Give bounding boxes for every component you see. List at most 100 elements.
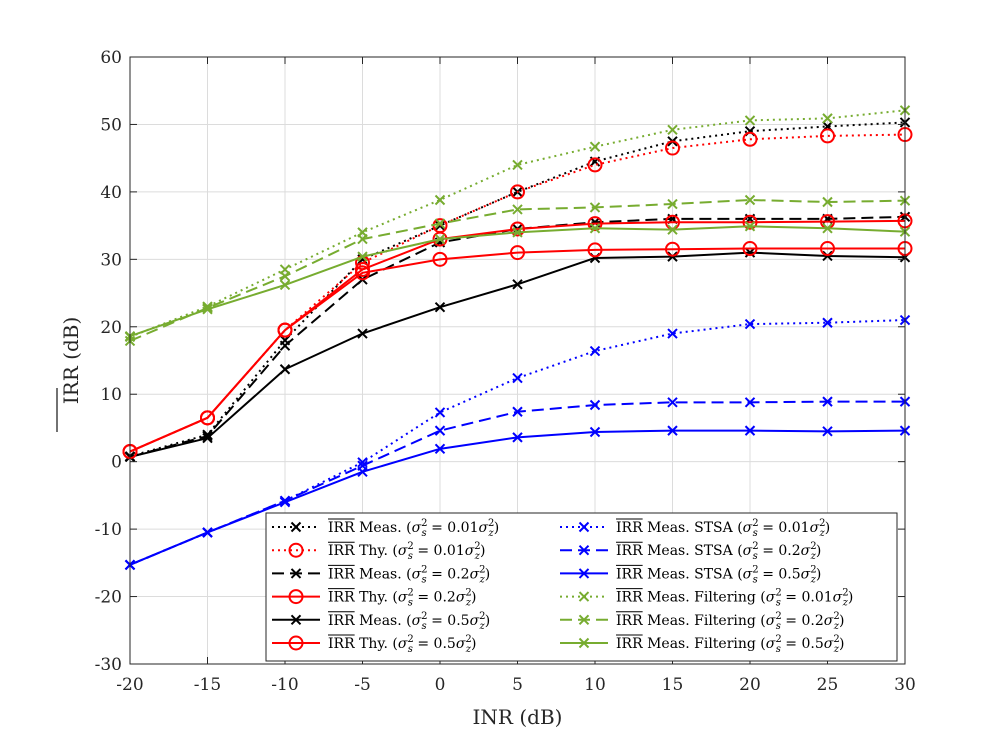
legend-sigma-s: σ (743, 566, 753, 582)
legend-sigma-z: σ (478, 520, 488, 536)
data-point (742, 214, 758, 230)
legend-label: IRR Thy. (σ2 s = 0.01σ2 z) (328, 541, 485, 562)
legend-sub: z (474, 551, 481, 562)
legend-sup: 2 (775, 611, 781, 622)
legend-kind: Thy. ( (355, 636, 398, 652)
x-axis-title: INR (dB) (473, 705, 563, 729)
data-point (512, 159, 523, 171)
legend-sup: 2 (421, 611, 427, 622)
legend-sigma-s: σ (766, 613, 776, 629)
legend-sub: z (810, 551, 817, 562)
data-point (822, 113, 833, 124)
legend-sub: z (465, 598, 472, 609)
legend-kind: Meas. STSA ( (643, 520, 743, 536)
legend-sup: 2 (775, 588, 781, 599)
legend-kind: Thy. ( (355, 543, 398, 559)
legend-sub: z (833, 644, 840, 655)
legend-sub: s (753, 551, 758, 562)
legend-sup: 2 (810, 564, 816, 575)
data-point (357, 466, 368, 477)
data-point (279, 270, 291, 282)
legend-label: IRR Thy. (σ2 s = 0.5σ2 z) (328, 634, 477, 655)
legend-entry: IRR Meas. STSA (σ2 s = 0.2σ2 z) (560, 541, 821, 562)
legend-label: IRR Meas. STSA (σ2 s = 0.2σ2 z) (616, 541, 821, 562)
x-tick-label: 30 (894, 675, 916, 695)
data-point (200, 410, 215, 426)
x-tick-label: 20 (739, 675, 761, 695)
y-tick-label: 60 (100, 48, 122, 68)
legend-close: ) (839, 636, 844, 652)
legend-equals: = 0.2 (758, 543, 801, 559)
y-tick-label: 0 (111, 453, 122, 473)
legend: IRR Meas. (σ2 s = 0.01σ2 z)IRR Thy. (σ2 s =… (265, 512, 898, 662)
legend-sub: z (833, 621, 840, 632)
legend-label: IRR Meas. (σ2 s = 0.5σ2 z) (328, 611, 490, 632)
legend-sup: 2 (752, 541, 758, 552)
legend-sub: s (753, 528, 758, 539)
y-axis-title: IRR (dB) (56, 317, 83, 432)
legend-irr: IRR (616, 566, 643, 582)
legend-close: ) (816, 566, 821, 582)
data-point (667, 224, 678, 235)
series-line (129, 247, 905, 453)
legend-label: IRR Meas. STSA (σ2 s = 0.5σ2 z) (616, 564, 821, 585)
data-point (434, 233, 446, 245)
data-point (279, 496, 291, 508)
legend-close: ) (471, 590, 476, 606)
legend-kind: Meas. Filtering ( (643, 590, 766, 606)
legend-sub: z (810, 574, 817, 585)
legend-sub: s (776, 644, 781, 655)
legend-sub: s (776, 598, 781, 609)
legend-sigma-z: σ (810, 520, 820, 536)
legend-entry: IRR Thy. (σ2 s = 0.01σ2 z) (272, 541, 485, 562)
legend-sigma-s: σ (743, 543, 753, 559)
legend-label: IRR Meas. (σ2 s = 0.2σ2 z) (328, 564, 490, 585)
y-tick-label: 30 (100, 250, 122, 270)
legend-irr: IRR (328, 543, 355, 559)
legend-sigma-s: σ (766, 590, 776, 606)
legend-sup: 2 (752, 518, 758, 529)
legend-sub: s (408, 598, 413, 609)
data-point (432, 251, 448, 267)
legend-kind: Meas. ( (355, 566, 412, 582)
legend-irr: IRR (328, 613, 355, 629)
legend-sup: 2 (479, 611, 485, 622)
legend-close: ) (816, 543, 821, 559)
legend-sub: z (465, 644, 472, 655)
data-point (820, 128, 835, 144)
legend-entry: IRR Meas. Filtering (σ2 s = 0.01σ2 z) (560, 588, 853, 609)
legend-sigma-s: σ (398, 590, 408, 606)
legend-sigma-s: σ (766, 636, 776, 652)
data-point (667, 397, 678, 408)
series-6 (122, 241, 913, 460)
data-point (290, 568, 302, 579)
data-point (434, 425, 446, 436)
data-point (512, 406, 523, 417)
data-point (279, 279, 291, 291)
data-point (434, 407, 446, 418)
legend-sup: 2 (842, 588, 848, 599)
data-point (744, 425, 756, 436)
legend-entry: IRR Meas. STSA (σ2 s = 0.5σ2 z) (560, 564, 821, 585)
data-point (667, 328, 678, 339)
legend-entry: IRR Meas. (σ2 s = 0.01σ2 z) (272, 518, 499, 539)
legend-equals: = 0.01 (427, 520, 479, 536)
data-point (667, 198, 678, 210)
legend-close: ) (471, 636, 476, 652)
legend-sigma-s: σ (412, 520, 422, 536)
legend-label: IRR Thy. (σ2 s = 0.2σ2 z) (328, 588, 477, 609)
legend-sup: 2 (488, 518, 494, 529)
legend-equals: = 0.5 (781, 636, 824, 652)
y-tick-label: 20 (100, 318, 122, 338)
legend-sup: 2 (833, 611, 839, 622)
legend-equals: = 0.2 (413, 590, 456, 606)
x-tick-label: 0 (435, 675, 446, 695)
legend-label: IRR Meas. (σ2 s = 0.01σ2 z) (328, 518, 499, 539)
data-point (578, 591, 590, 602)
x-tick-label: 5 (512, 675, 523, 695)
legend-close: ) (485, 566, 490, 582)
data-point (279, 340, 291, 351)
legend-equals: = 0.01 (413, 543, 465, 559)
legend-sigma-z: σ (833, 590, 843, 606)
legend-close: ) (494, 520, 499, 536)
